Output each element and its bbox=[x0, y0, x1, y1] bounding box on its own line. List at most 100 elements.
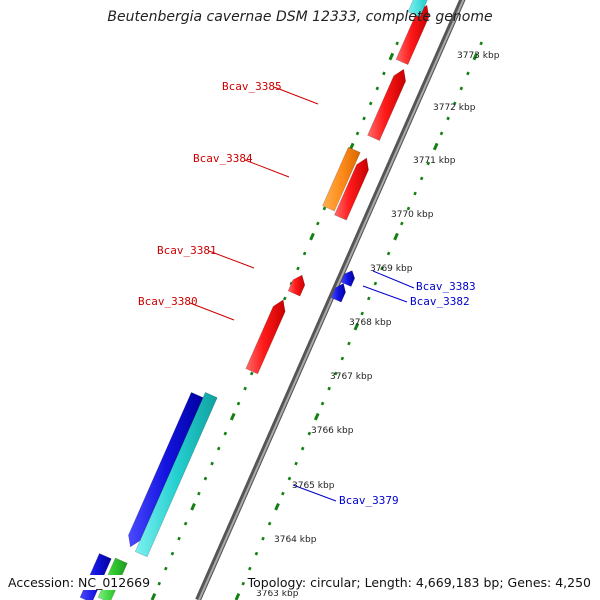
gene-blue-long bbox=[128, 392, 204, 548]
kbp-tick-label: 3764 kbp bbox=[274, 535, 317, 545]
gene-blue-bcav-3382 bbox=[330, 282, 346, 303]
left-tick-track-mark bbox=[210, 461, 214, 466]
right-tick-track-mark bbox=[300, 446, 305, 451]
right-tick-track-mark bbox=[234, 592, 241, 600]
gene-labels: Bcav_3385 Bcav_3384 Bcav_3381 Bcav_3380 Bcav… bbox=[138, 80, 476, 507]
left-tick-track-mark bbox=[229, 412, 236, 421]
left-tick-track-mark bbox=[302, 251, 307, 256]
leader-line bbox=[208, 250, 255, 269]
left-tick-track-mark bbox=[388, 52, 395, 61]
left-tick-track-mark bbox=[203, 476, 208, 481]
left-tick-track-mark bbox=[197, 491, 201, 496]
right-tick-track-mark bbox=[466, 71, 470, 76]
kbp-tick-label: 3769 kbp bbox=[370, 264, 413, 274]
genome-summary: Topology: circular; Length: 4,669,183 bp… bbox=[247, 575, 591, 590]
right-tick-track-mark bbox=[439, 131, 444, 136]
right-tick-track-mark bbox=[294, 461, 298, 466]
right-tick-track-mark bbox=[287, 476, 292, 481]
gene-cyan-top bbox=[407, 0, 428, 18]
dotted-tick-tracks bbox=[150, 41, 483, 600]
leader-line bbox=[372, 270, 415, 289]
right-tick-track-mark bbox=[366, 296, 371, 301]
gene-red-top-1 bbox=[395, 4, 430, 65]
left-tick-track-mark bbox=[249, 371, 254, 376]
left-tick-track-mark bbox=[309, 232, 315, 241]
left-tick-track-mark bbox=[190, 502, 196, 511]
left-tick-track-mark bbox=[296, 266, 300, 271]
right-tick-track-mark bbox=[261, 536, 265, 541]
right-tick-track-mark bbox=[419, 176, 424, 181]
kbp-tick-label: 3765 kbp bbox=[292, 481, 335, 491]
left-tick-track-mark bbox=[157, 581, 162, 586]
gene-label-top: Bcav_3381 bbox=[157, 244, 217, 257]
left-tick-track-mark bbox=[395, 41, 399, 46]
right-tick-track-mark bbox=[452, 101, 457, 106]
gene-orange-bcav-3384 bbox=[322, 146, 361, 212]
gene-cyan-long bbox=[134, 392, 218, 558]
kbp-tick-label: 3763 kbp bbox=[256, 589, 299, 599]
right-tick-track-mark bbox=[267, 521, 272, 526]
kbp-tick-label: 3773 kbp bbox=[457, 51, 500, 61]
left-tick-track-mark bbox=[243, 386, 247, 391]
gene-label-bottom: Bcav_3379 bbox=[339, 494, 399, 507]
gene-label-top: Bcav_3380 bbox=[138, 295, 198, 308]
gene-features bbox=[79, 0, 430, 600]
kbp-tick-label: 3770 kbp bbox=[391, 210, 434, 220]
right-tick-track-mark bbox=[400, 221, 404, 226]
right-tick-track-mark bbox=[406, 206, 411, 211]
right-tick-track-mark bbox=[413, 191, 417, 196]
leader-line bbox=[362, 285, 408, 303]
right-tick-track-mark bbox=[327, 386, 331, 391]
left-tick-track-mark bbox=[216, 446, 221, 451]
gene-red-bcav-3381 bbox=[287, 274, 306, 297]
right-tick-track-mark bbox=[241, 581, 246, 586]
kbp-scale-labels: 3763 kbp 3764 kbp 3765 kbp 3766 kbp 3767 kbp… bbox=[256, 51, 500, 599]
left-tick-track-mark bbox=[223, 431, 228, 436]
right-tick-track-mark bbox=[307, 431, 312, 436]
right-tick-track-mark bbox=[347, 341, 351, 346]
map-title: Beutenbergia cavernae DSM 12333, complet… bbox=[107, 9, 493, 25]
kbp-tick-label: 3767 kbp bbox=[330, 372, 373, 382]
kbp-tick-label: 3772 kbp bbox=[433, 103, 476, 113]
left-tick-track-mark bbox=[368, 101, 373, 106]
right-tick-track-mark bbox=[281, 491, 285, 496]
left-tick-track-mark bbox=[322, 206, 327, 211]
right-tick-track-mark bbox=[274, 502, 280, 511]
right-tick-track-mark bbox=[320, 401, 325, 406]
leader-line bbox=[292, 484, 337, 502]
right-tick-track-mark bbox=[353, 322, 360, 331]
right-tick-track-mark bbox=[459, 86, 464, 91]
left-tick-track-mark bbox=[375, 86, 380, 91]
left-tick-track-mark bbox=[164, 566, 168, 571]
leader-line bbox=[189, 302, 235, 321]
left-tick-track-mark bbox=[355, 131, 360, 136]
right-tick-track-mark bbox=[360, 311, 364, 316]
gene-label-top: Bcav_3385 bbox=[222, 80, 282, 93]
right-tick-track-mark bbox=[340, 356, 345, 361]
right-tick-track-mark bbox=[313, 412, 320, 421]
gene-blue-bcav-3383 bbox=[340, 270, 356, 287]
kbp-tick-label: 3771 kbp bbox=[413, 156, 456, 166]
right-tick-track-mark bbox=[248, 566, 252, 571]
right-tick-track-mark bbox=[432, 142, 439, 151]
right-tick-track-mark bbox=[380, 266, 384, 271]
right-tick-track-mark bbox=[393, 232, 399, 241]
right-tick-track-mark bbox=[446, 116, 450, 121]
leader-line bbox=[273, 86, 319, 105]
kbp-tick-label: 3768 kbp bbox=[349, 318, 392, 328]
gene-label-top: Bcav_3384 bbox=[193, 152, 253, 165]
kbp-tick-label: 3766 kbp bbox=[311, 426, 354, 436]
gene-label-bottom: Bcav_3382 bbox=[410, 295, 470, 308]
left-tick-track-mark bbox=[170, 551, 175, 556]
right-tick-track-mark bbox=[479, 41, 483, 46]
left-tick-track-mark bbox=[177, 536, 181, 541]
left-tick-track-mark bbox=[382, 71, 386, 76]
left-tick-track-mark bbox=[316, 221, 320, 226]
right-tick-track-mark bbox=[373, 281, 378, 286]
right-tick-track-mark bbox=[254, 551, 259, 556]
right-tick-track-mark bbox=[333, 371, 338, 376]
left-tick-track-mark bbox=[236, 401, 241, 406]
gene-red-bcav-3384b bbox=[334, 157, 369, 221]
leader-line bbox=[244, 159, 290, 178]
